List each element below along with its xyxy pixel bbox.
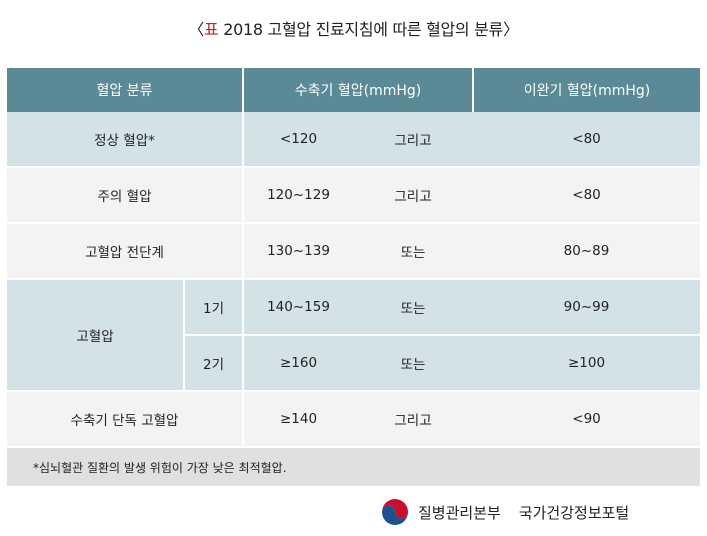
- portal-name: 국가건강정보포털: [518, 503, 630, 522]
- row-stage: 1기: [184, 278, 245, 335]
- row-category: 정상 혈압*: [7, 112, 245, 167]
- table-header-row: 혈압 분류 수축기 혈압(mmHg) 이완기 혈압(mmHg): [7, 68, 701, 112]
- header-systolic: 수축기 혈압(mmHg): [242, 68, 474, 112]
- table-row: 주의 혈압 120~129 그리고 <80: [7, 166, 701, 223]
- row-connector: 또는: [353, 334, 474, 391]
- blood-pressure-table: 혈압 분류 수축기 혈압(mmHg) 이완기 혈압(mmHg) 정상 혈압* <…: [7, 68, 701, 486]
- row-connector: 또는: [353, 278, 474, 335]
- row-connector: 그리고: [353, 390, 474, 447]
- title-open-bracket: 〈: [188, 20, 205, 39]
- row-systolic: 140~159: [243, 278, 354, 335]
- row-diastolic: <80: [473, 166, 701, 223]
- table-footnote: *심뇌혈관 질환의 발생 위험이 가장 낮은 최적혈압.: [7, 446, 701, 486]
- row-systolic: 120~129: [243, 166, 354, 223]
- row-systolic: ≥140: [243, 390, 354, 447]
- footnote-row: *심뇌혈관 질환의 발생 위험이 가장 낮은 최적혈압.: [7, 446, 701, 486]
- row-connector: 또는: [353, 222, 474, 279]
- row-category: 주의 혈압: [7, 166, 245, 223]
- row-stage: 2기: [184, 334, 245, 391]
- row-diastolic: ≥100: [473, 334, 701, 391]
- row-category: 고혈압: [7, 278, 185, 391]
- row-connector: 그리고: [353, 166, 474, 223]
- title-table-mark: 표: [204, 20, 219, 39]
- row-diastolic: 80~89: [473, 222, 701, 279]
- organization-name: 질병관리본부: [418, 503, 501, 522]
- table-row: 고혈압 전단계 130~139 또는 80~89: [7, 222, 701, 279]
- row-systolic: ≥160: [243, 334, 354, 391]
- row-category: 수축기 단독 고혈압: [7, 390, 245, 447]
- row-connector: 그리고: [353, 112, 474, 167]
- header-diastolic: 이완기 혈압(mmHg): [472, 68, 701, 112]
- page-title: 〈표 2018 고혈압 진료지침에 따른 혈압의 분류〉: [0, 16, 707, 40]
- table-row: 정상 혈압* <120 그리고 <80: [7, 112, 701, 167]
- kcdc-taegeuk-logo-icon: [382, 499, 408, 525]
- table-row: 2기 ≥160 또는 ≥100: [7, 334, 701, 391]
- footer: 질병관리본부 국가건강정보포털: [380, 497, 629, 527]
- row-diastolic: 90~99: [473, 278, 701, 335]
- row-diastolic: <90: [473, 390, 701, 447]
- row-systolic: 130~139: [243, 222, 354, 279]
- title-close-bracket: 〉: [502, 20, 519, 39]
- header-category: 혈압 분류: [7, 68, 244, 112]
- title-text: 2018 고혈압 진료지침에 따른 혈압의 분류: [218, 20, 503, 39]
- row-systolic: <120: [243, 112, 354, 167]
- row-diastolic: <80: [473, 112, 701, 167]
- row-category: 고혈압 전단계: [7, 222, 245, 279]
- table-row: 고혈압 1기 140~159 또는 90~99: [7, 278, 701, 391]
- table-row: 수축기 단독 고혈압 ≥140 그리고 <90: [7, 390, 701, 447]
